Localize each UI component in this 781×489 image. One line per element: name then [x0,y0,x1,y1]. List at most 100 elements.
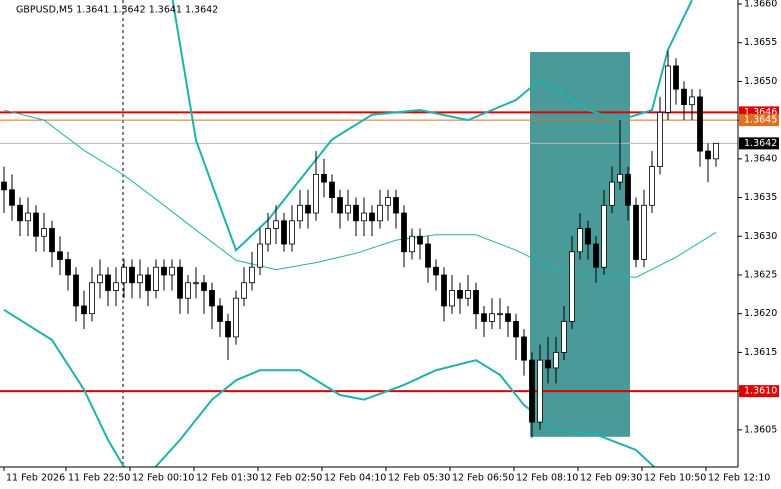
x-tick-label: 11 Feb 22:50 [68,473,130,484]
candle-body [321,173,327,183]
candle-body [9,189,15,206]
candle-body [297,204,303,222]
y-tick-label: 1.3615 [744,347,777,358]
candle-body [473,290,479,315]
candle-body [209,290,215,307]
candle-body [681,88,687,106]
candle-body [345,204,351,214]
candle-body [633,204,639,260]
candle-body [521,336,527,361]
candle-body [217,305,223,322]
candle-body [353,204,359,222]
x-tick-label: 12 Feb 01:30 [196,473,258,484]
x-tick-label: 12 Feb 12:10 [708,473,770,484]
candle-body [489,313,495,322]
y-tick-label: 1.3655 [744,37,777,48]
plot-area [0,0,738,467]
x-tick-label: 12 Feb 02:50 [260,473,322,484]
candle-body [545,359,551,369]
x-tick-label: 12 Feb 10:50 [644,473,706,484]
level-label-bg [739,114,779,127]
candle-body [377,204,383,222]
candle-body [129,266,135,284]
y-tick-label: 1.3660 [744,0,777,10]
candle-body [225,321,231,338]
candle-body [121,266,127,284]
candle-body [105,274,111,291]
candle-body [369,212,375,222]
candle-body [665,65,671,113]
x-tick-label: 12 Feb 08:10 [516,473,578,484]
candle-body [577,228,583,253]
candle-body [593,243,599,268]
level-label: 1.3646 [744,107,777,118]
candle-body [89,282,95,315]
candle-body [457,290,463,299]
candle-body [641,204,647,260]
level-label-bg [739,385,779,398]
candle-body [441,274,447,307]
candle-body [49,228,55,253]
candle-body [609,181,615,206]
candle-body [273,220,279,229]
candle-body [465,290,471,299]
candle-body [561,321,567,353]
candle-body [193,282,199,285]
candle-body [153,266,159,291]
candle-body [17,204,23,222]
x-tick-label: 12 Feb 04:10 [324,473,386,484]
candle-body [713,142,719,160]
candle-body [281,220,287,245]
candle-body [169,266,175,276]
candle-body [617,173,623,183]
candle-body [81,305,87,315]
bollinger-band [171,0,693,252]
candle-body [145,274,151,291]
candle-body [425,243,431,268]
candle-body [289,220,295,245]
candle-body [705,150,711,160]
candle-body [417,235,423,245]
candle-body [137,274,143,284]
candle-body [329,181,335,198]
x-tick-label: 12 Feb 05:30 [388,473,450,484]
candle-body [505,313,511,322]
candle-body [257,243,263,268]
x-tick-label: 12 Feb 09:30 [580,473,642,484]
candle-body [585,228,591,245]
candle-body [529,359,535,423]
candle-body [393,197,399,214]
candle-body [73,274,79,307]
level-label: 1.3642 [744,138,777,149]
candle-body [649,166,655,206]
candle-body [233,297,239,338]
candle-body [569,251,575,322]
candle-body [401,212,407,253]
level-label-bg [739,137,779,150]
candle-body [265,228,271,245]
y-tick-label: 1.3625 [744,269,777,280]
y-tick-label: 1.3640 [744,153,777,164]
candle-body [177,266,183,299]
candle-body [33,212,39,237]
candle-body [497,313,503,316]
candle-body [185,282,191,299]
candle-body [113,282,119,291]
x-tick-label: 11 Feb 2026 [6,473,65,484]
level-label: 1.3610 [744,386,777,397]
candle-body [241,282,247,299]
candle-body [409,235,415,253]
candle-body [57,251,63,260]
candle-body [337,197,343,214]
candle-body [313,173,319,214]
y-tick-label: 1.3650 [744,76,777,87]
candle-body [449,290,455,307]
candle-body [161,266,167,276]
candle-body [65,259,71,276]
level-label: 1.3645 [744,115,777,126]
candle-body [249,266,255,284]
candle-body [41,228,47,237]
candle-body [481,313,487,322]
candle-body [601,204,607,268]
x-tick-label: 12 Feb 00:10 [132,473,194,484]
